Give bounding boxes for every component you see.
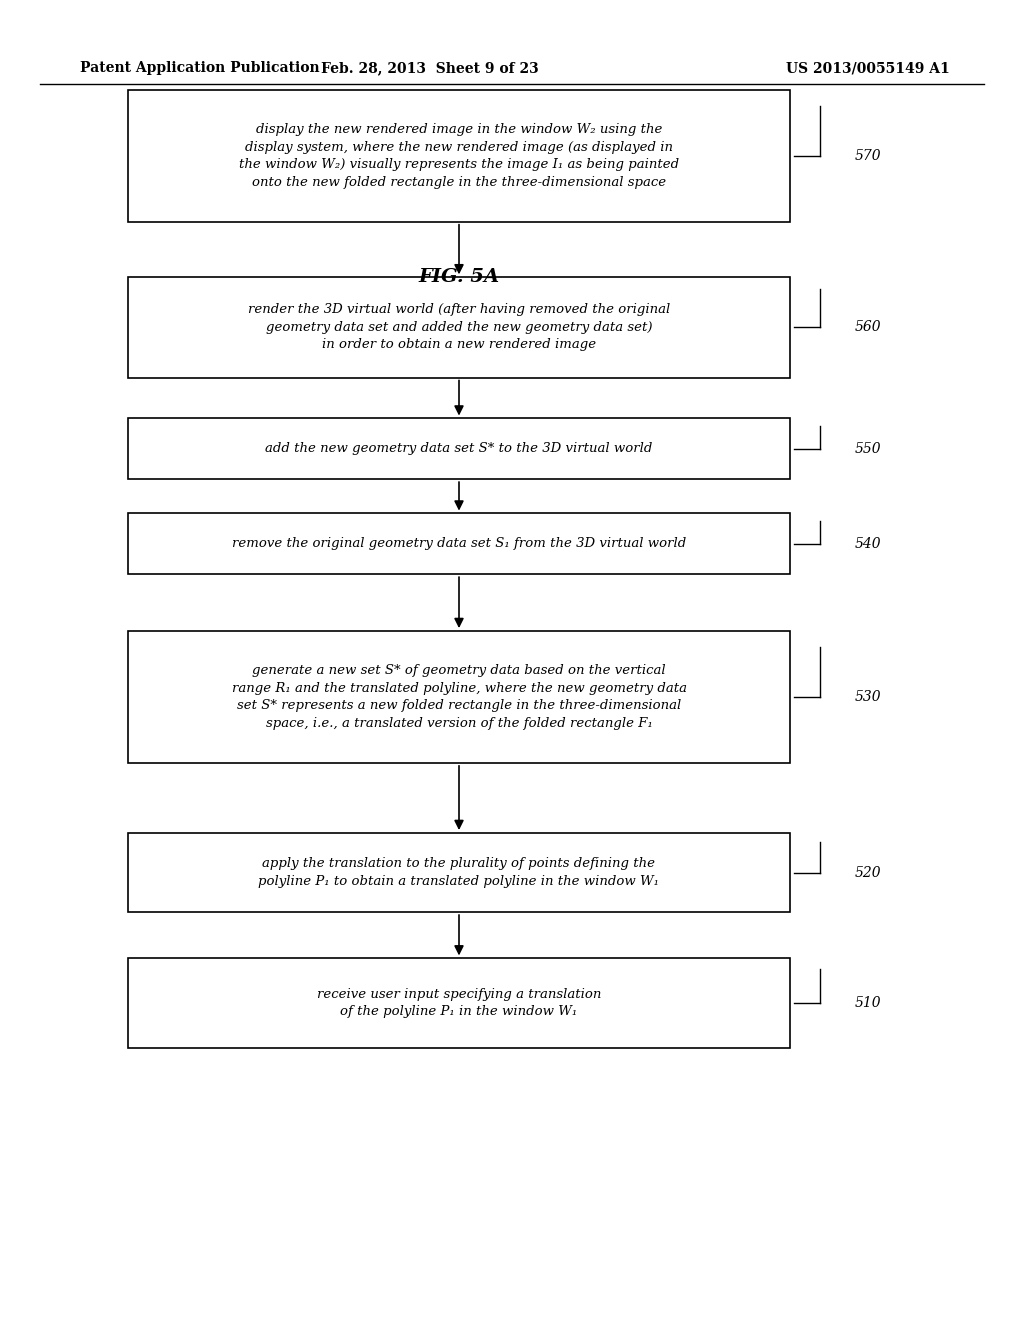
Text: display the new rendered image in the window W₂ using the
display system, where : display the new rendered image in the wi… (239, 123, 679, 189)
Text: 560: 560 (855, 321, 882, 334)
Text: US 2013/0055149 A1: US 2013/0055149 A1 (786, 61, 950, 75)
Text: FIG. 5A: FIG. 5A (419, 268, 500, 285)
Bar (128, 833, 790, 912)
Text: 540: 540 (855, 537, 882, 550)
Text: receive user input specifying a translation
of the polyline P₁ in the window W₁: receive user input specifying a translat… (316, 987, 601, 1019)
Text: 550: 550 (855, 442, 882, 455)
Bar (128, 90, 790, 222)
Text: Feb. 28, 2013  Sheet 9 of 23: Feb. 28, 2013 Sheet 9 of 23 (322, 61, 539, 75)
Text: 510: 510 (855, 997, 882, 1010)
Bar (128, 277, 790, 378)
Text: remove the original geometry data set S₁ from the 3D virtual world: remove the original geometry data set S₁… (231, 537, 686, 550)
Text: 570: 570 (855, 149, 882, 162)
Bar (128, 418, 790, 479)
Bar (128, 958, 790, 1048)
Text: render the 3D virtual world (after having removed the original
geometry data set: render the 3D virtual world (after havin… (248, 304, 670, 351)
Text: 530: 530 (855, 690, 882, 704)
Text: 520: 520 (855, 866, 882, 879)
Text: add the new geometry data set S* to the 3D virtual world: add the new geometry data set S* to the … (265, 442, 652, 455)
Bar (128, 631, 790, 763)
Bar (128, 513, 790, 574)
Text: apply the translation to the plurality of points defining the
polyline P₁ to obt: apply the translation to the plurality o… (258, 857, 659, 888)
Text: generate a new set S* of geometry data based on the vertical
range R₁ and the tr: generate a new set S* of geometry data b… (231, 664, 686, 730)
Text: Patent Application Publication: Patent Application Publication (80, 61, 319, 75)
